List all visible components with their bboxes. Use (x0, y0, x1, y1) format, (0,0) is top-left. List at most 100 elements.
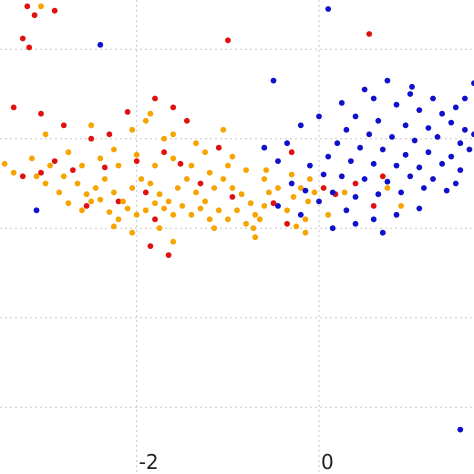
data-point-red (170, 104, 177, 111)
data-point-blue (297, 211, 304, 218)
data-point-orange (220, 176, 227, 182)
data-point-blue (443, 187, 450, 194)
data-point-orange (193, 189, 199, 196)
data-point-blue (329, 189, 336, 196)
data-point-red (70, 167, 76, 174)
data-point-orange (243, 167, 250, 174)
data-point-orange (79, 162, 85, 169)
data-point-orange (252, 234, 259, 241)
data-point-blue (471, 80, 474, 87)
data-point-blue (448, 153, 455, 160)
data-point-orange (261, 203, 268, 209)
data-point-blue (457, 426, 464, 433)
data-point-red (352, 180, 359, 187)
data-point-orange (133, 211, 140, 218)
data-point-blue (325, 6, 332, 12)
data-point-orange (193, 140, 199, 147)
data-point-blue (402, 122, 409, 129)
data-point-blue (288, 180, 295, 187)
data-point-blue (393, 211, 400, 218)
data-point-orange (97, 155, 104, 162)
data-point-orange (188, 211, 195, 218)
data-point-blue (325, 153, 332, 160)
data-point-red (152, 95, 158, 102)
data-point-red (197, 180, 204, 187)
data-point-orange (275, 185, 281, 191)
data-point-blue (384, 77, 391, 84)
data-point-blue (97, 41, 104, 48)
data-point-red (38, 110, 44, 117)
data-point-orange (398, 203, 404, 209)
data-point-blue (462, 126, 468, 133)
data-point-red (288, 149, 295, 156)
data-point-blue (421, 185, 427, 191)
data-point-orange (243, 220, 250, 227)
data-point-orange (120, 198, 126, 205)
data-point-orange (197, 205, 204, 212)
data-point-orange (92, 185, 99, 191)
data-point-orange (263, 167, 270, 174)
data-point-orange (33, 173, 40, 180)
data-point-orange (152, 200, 158, 207)
data-point-red (161, 149, 168, 156)
data-point-orange (142, 117, 149, 124)
data-point-blue (361, 176, 368, 182)
data-point-orange (229, 153, 236, 160)
data-point-red (142, 189, 149, 196)
data-point-orange (261, 176, 268, 182)
data-point-orange (202, 198, 209, 205)
data-point-blue (316, 198, 322, 205)
data-point-blue (370, 216, 377, 223)
data-point-orange (238, 191, 245, 198)
data-point-orange (297, 185, 304, 191)
data-point-orange (250, 225, 257, 232)
data-point-red (215, 144, 222, 151)
data-point-red (88, 135, 95, 142)
data-point-red (133, 158, 140, 165)
data-point-blue (275, 203, 281, 209)
data-point-red (24, 3, 31, 10)
data-point-red (379, 173, 386, 180)
data-point-orange (290, 194, 297, 200)
data-point-red (165, 252, 172, 258)
data-point-red (101, 164, 108, 171)
data-point-orange (10, 169, 17, 176)
data-point-blue (393, 162, 400, 169)
data-point-orange (179, 203, 186, 209)
data-point-red (370, 203, 377, 209)
data-point-red (177, 160, 184, 167)
data-point-red (124, 109, 131, 115)
data-point-orange (88, 198, 95, 205)
data-point-orange (152, 162, 158, 169)
data-point-red (26, 44, 33, 51)
data-point-blue (329, 225, 336, 232)
data-point-red (284, 220, 290, 227)
data-point-orange (247, 200, 254, 207)
x-tick-labels: -2 0 (139, 450, 334, 474)
data-point-blue (411, 137, 418, 144)
data-point-blue (471, 131, 474, 138)
data-point-blue (366, 131, 373, 138)
data-point-orange (129, 126, 136, 133)
data-point-orange (101, 176, 108, 182)
data-point-blue (402, 151, 409, 158)
data-point-blue (398, 189, 404, 196)
data-point-blue (33, 207, 40, 214)
data-point-blue (338, 100, 345, 106)
data-point-orange (79, 207, 85, 214)
data-point-blue (393, 101, 400, 108)
data-point-orange (284, 207, 290, 214)
data-point-orange (65, 200, 72, 207)
data-point-red (38, 169, 44, 176)
data-point-orange (129, 229, 136, 236)
data-point-blue (261, 144, 268, 151)
data-point-blue (275, 158, 281, 165)
data-point-blue (416, 107, 423, 113)
data-point-orange (288, 171, 295, 178)
data-point-orange (111, 223, 117, 230)
data-point-red (147, 243, 154, 250)
data-point-orange (252, 211, 259, 218)
data-point-orange (211, 225, 218, 232)
data-point-orange (38, 3, 44, 10)
data-point-orange (170, 131, 177, 138)
